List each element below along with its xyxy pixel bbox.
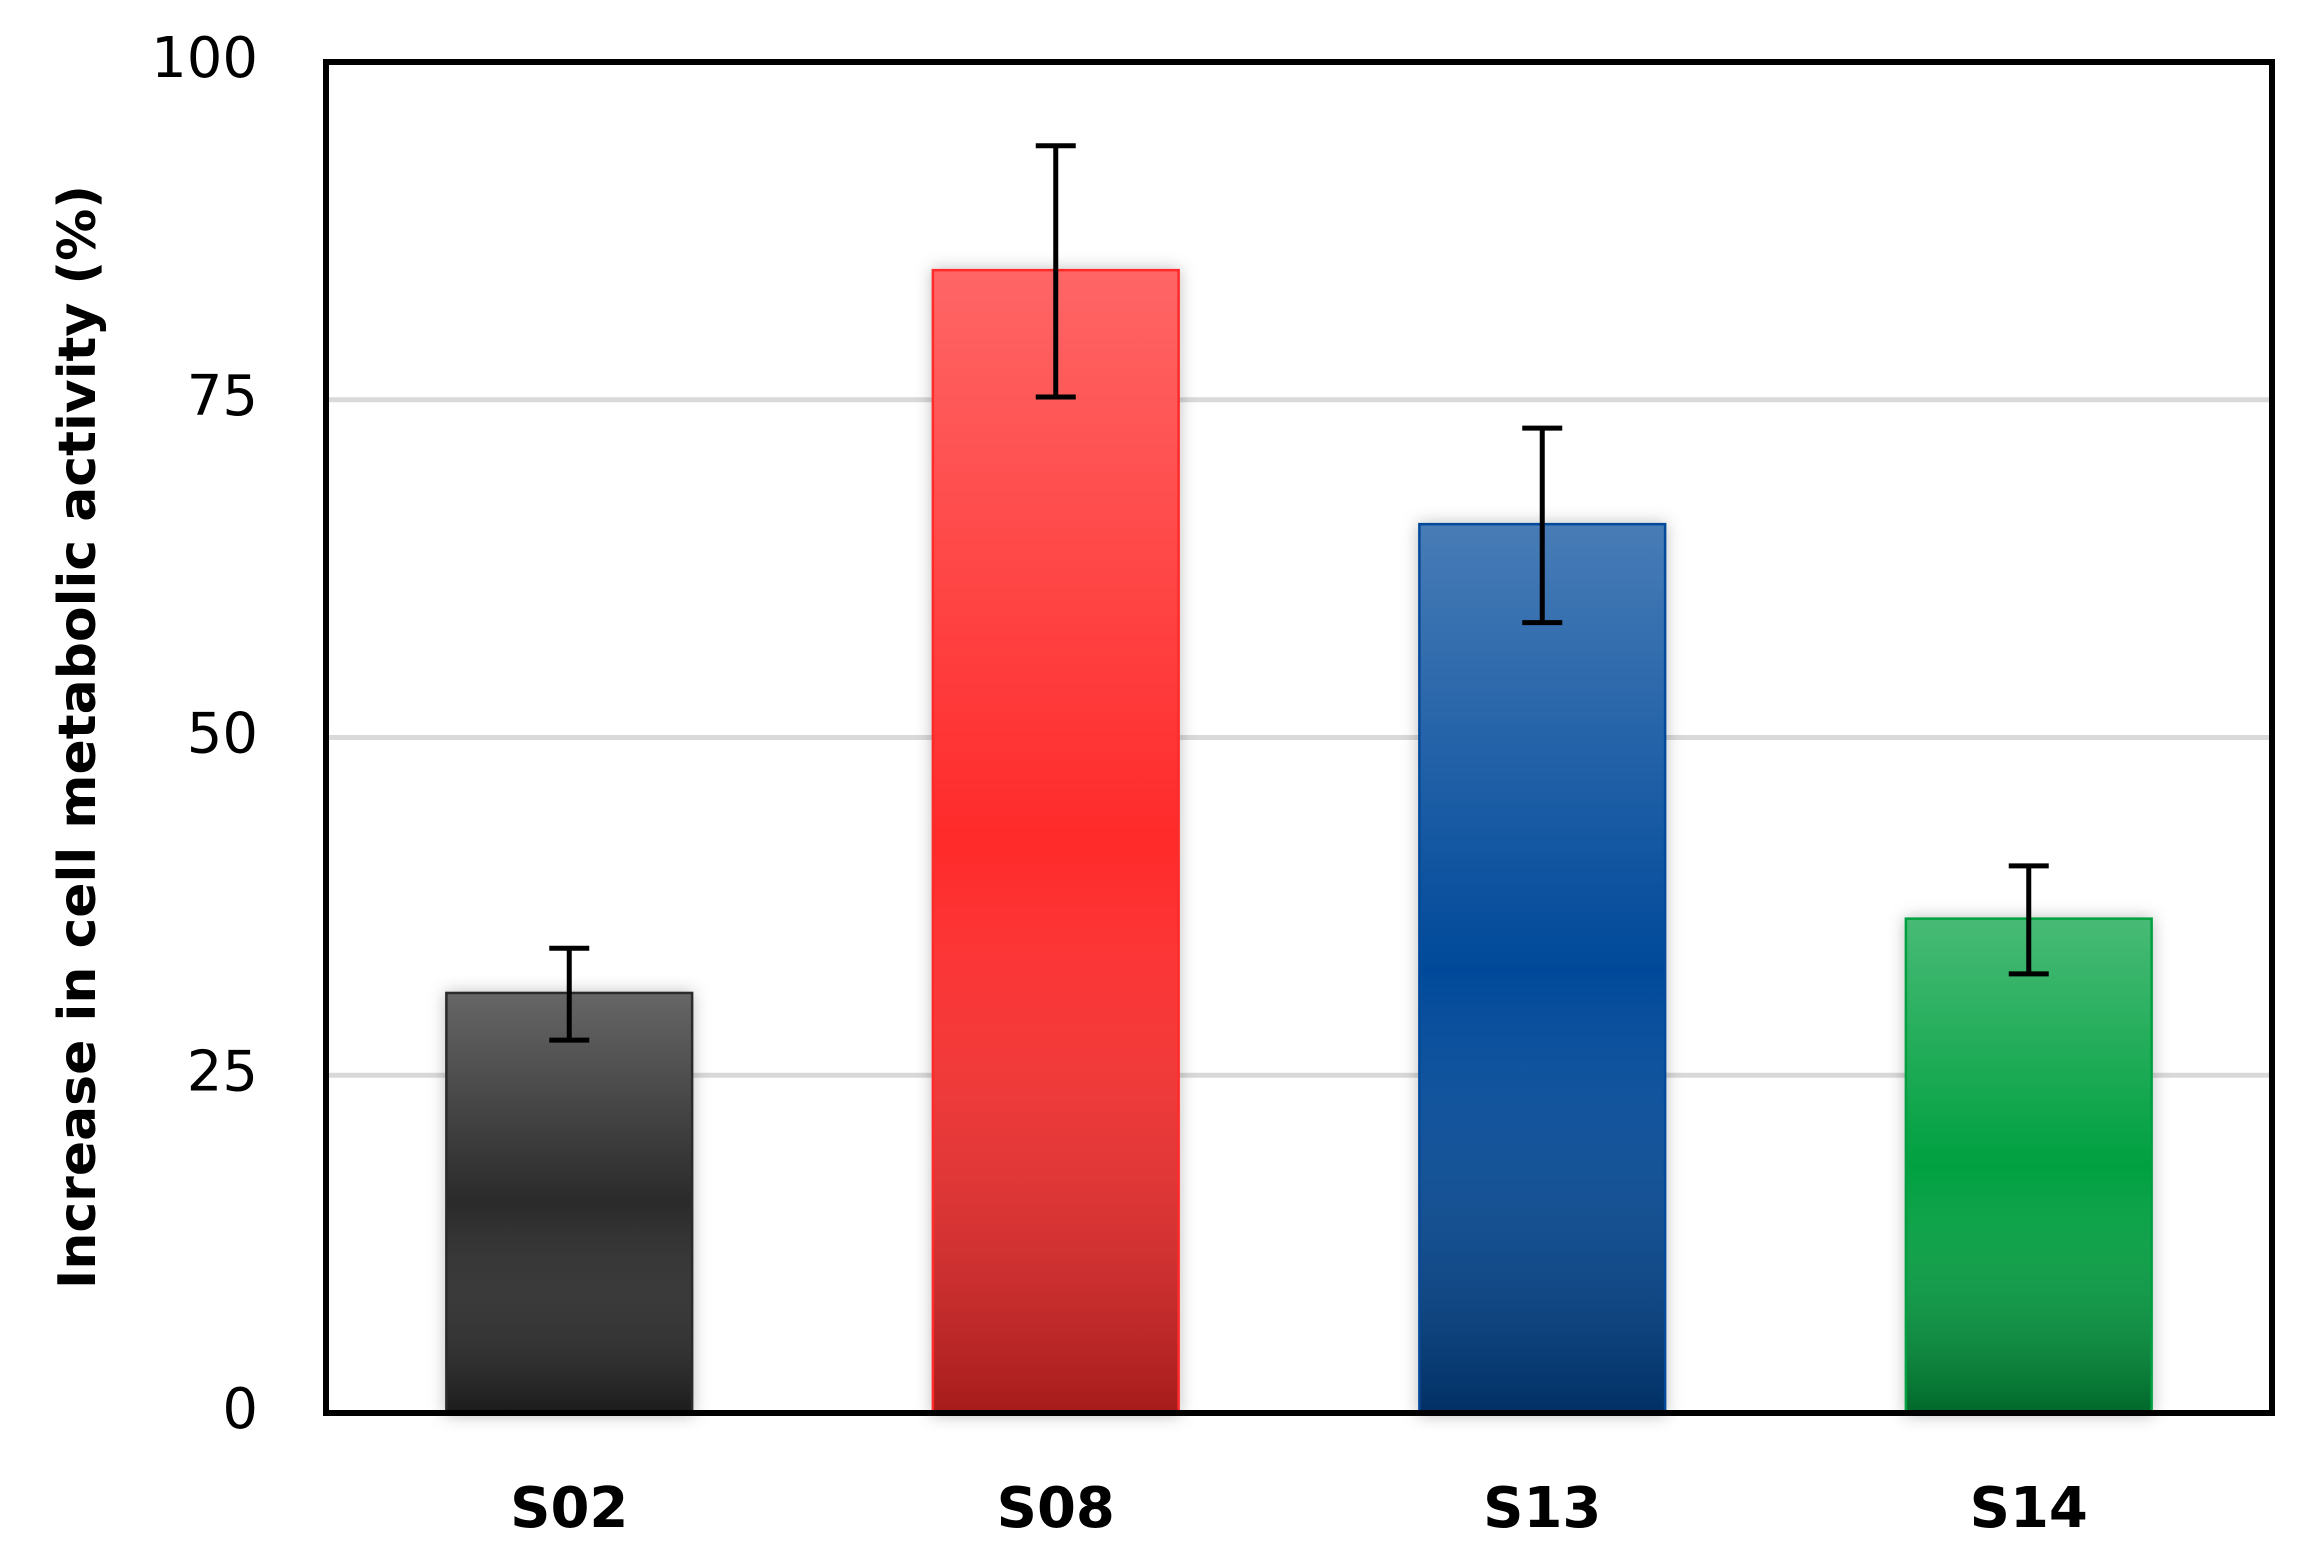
y-tick-label: 0: [222, 1377, 258, 1442]
bar-shade: [447, 994, 691, 1413]
error-bar: [1035, 143, 1076, 400]
y-tick-label: 75: [187, 364, 258, 429]
bar-shade: [1907, 919, 2151, 1413]
y-tick-label: 25: [187, 1039, 258, 1104]
error-bar: [2008, 863, 2049, 977]
y-tick-label: 100: [151, 26, 258, 91]
bar-shade: [934, 271, 1178, 1413]
y-axis-label: Increase in cell metabolic activity (%): [48, 185, 108, 1289]
x-tick-label: S02: [510, 1476, 628, 1541]
error-bar: [549, 945, 590, 1043]
x-tick-label: S14: [1970, 1476, 2088, 1541]
bar-shade: [1420, 525, 1664, 1413]
y-tick-label: 50: [187, 702, 258, 767]
x-tick-label: S13: [1483, 1476, 1601, 1541]
error-bar: [1522, 425, 1563, 626]
plot-frame: [323, 59, 2275, 1416]
x-tick-label: S08: [997, 1476, 1115, 1541]
